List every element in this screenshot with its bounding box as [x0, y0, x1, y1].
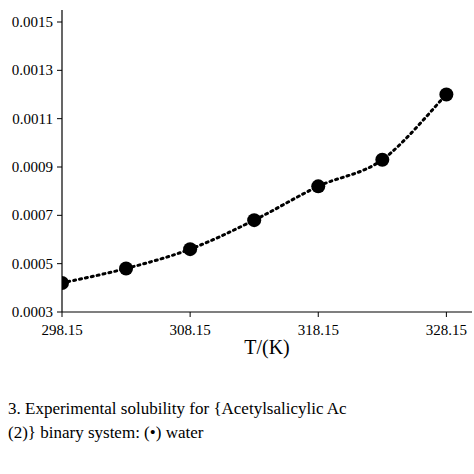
x-tick: [318, 312, 319, 317]
chart-svg: 0.0003 0.0005 0.0007 0.0009 0.0011 0.0013 0.00…: [0, 0, 474, 474]
x-axis-line: [62, 311, 472, 312]
data-point: [439, 88, 453, 102]
trend-line: [62, 95, 446, 284]
y-tick-label: 0.0015: [12, 14, 53, 30]
x-tick: [190, 312, 191, 317]
chart-container: 0.0003 0.0005 0.0007 0.0009 0.0011 0.0013 0.00…: [0, 0, 474, 474]
y-axis-line: [61, 10, 62, 312]
caption: (2)} binary system: (•) water: [8, 423, 204, 442]
x-tick-label: 308.15: [170, 322, 211, 338]
x-tick-label: 298.15: [41, 322, 82, 338]
data-point: [247, 213, 261, 227]
y-tick: [57, 167, 62, 168]
y-tick-label: 0.0009: [12, 159, 53, 175]
y-tick: [57, 263, 62, 264]
x-tick: [62, 312, 63, 317]
y-tick: [57, 215, 62, 216]
x-tick: [446, 312, 447, 317]
y-tick-label: 0.0003: [12, 304, 53, 320]
x-axis-label: T/(K): [244, 336, 290, 359]
y-tick: [57, 22, 62, 23]
data-point: [119, 262, 133, 276]
y-tick: [57, 118, 62, 119]
x-tick-label: 328.15: [426, 322, 467, 338]
y-tick-label: 0.0013: [12, 62, 53, 78]
caption: 3. Experimental solubility for {Acetylsa…: [8, 399, 347, 418]
data-point: [183, 242, 197, 256]
data-point: [375, 153, 389, 167]
y-tick-label: 0.0005: [12, 256, 53, 272]
y-tick: [57, 312, 62, 313]
data-point: [311, 179, 325, 193]
plot-area: [62, 88, 453, 291]
y-tick-label: 0.0007: [12, 207, 54, 223]
x-tick-label: 318.15: [298, 322, 339, 338]
y-tick-label: 0.0011: [12, 111, 53, 127]
data-point: [62, 276, 69, 290]
y-tick: [57, 70, 62, 71]
